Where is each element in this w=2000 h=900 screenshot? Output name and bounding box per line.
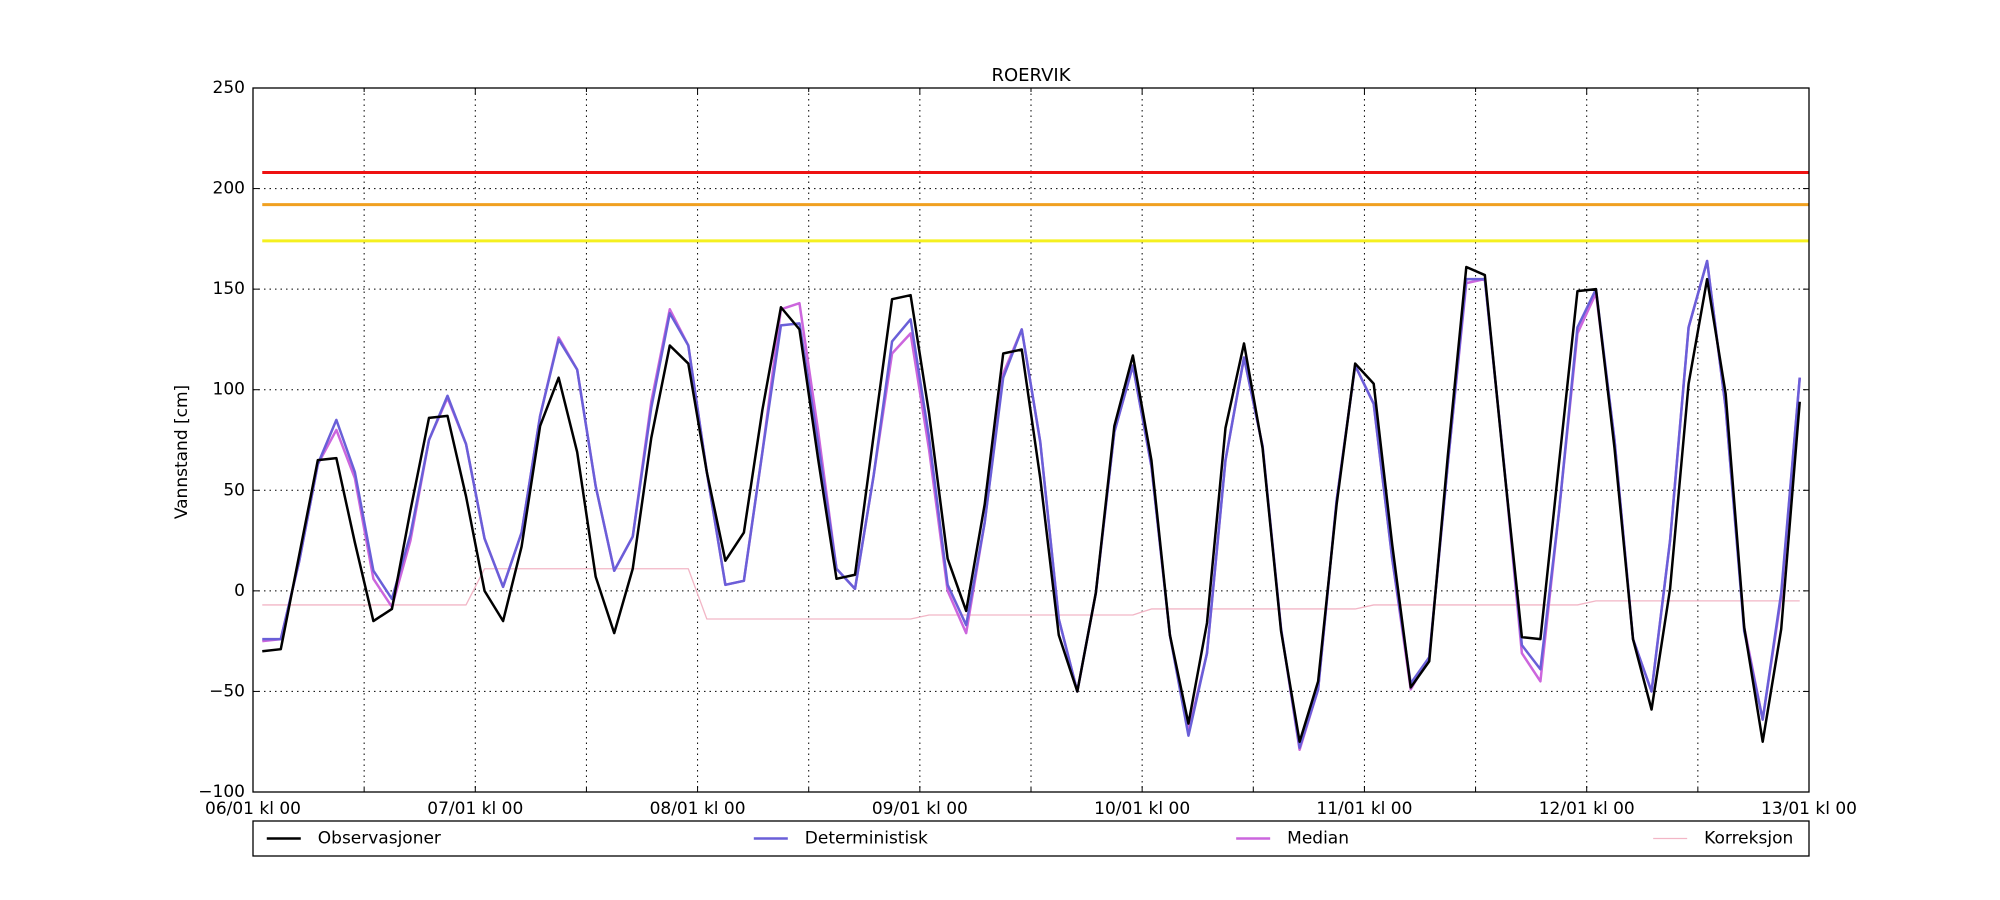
series-line (262, 259, 1801, 749)
y-tick-label: 50 (223, 480, 245, 500)
legend-box (252, 820, 1810, 857)
chart-title: ROERVIK (992, 65, 1072, 86)
series-line (262, 265, 1801, 743)
y-tick-label: 0 (234, 581, 245, 601)
legend-label: Median (1287, 829, 1349, 849)
x-tick-label: 09/01 kl 00 (872, 799, 968, 819)
y-tick-label: −50 (209, 681, 245, 701)
legend-label: Observasjoner (318, 829, 441, 849)
y-tick-label: −100 (198, 782, 245, 802)
series-line (262, 259, 1801, 752)
legend-label: Deterministisk (805, 829, 928, 849)
x-tick-label: 08/01 kl 00 (650, 799, 746, 819)
legend-label: Korreksjon (1704, 829, 1793, 849)
plot-frame (252, 87, 1810, 793)
x-tick-label: 10/01 kl 00 (1094, 799, 1190, 819)
y-axis-label: Vannstand [cm] (172, 385, 192, 519)
y-tick-label: 250 (213, 78, 245, 98)
x-tick-label: 11/01 kl 00 (1316, 799, 1412, 819)
y-tick-label: 150 (213, 279, 245, 299)
x-tick-label: 06/01 kl 00 (205, 799, 301, 819)
y-tick-label: 100 (213, 380, 245, 400)
x-tick-label: 13/01 kl 00 (1761, 799, 1857, 819)
x-tick-label: 07/01 kl 00 (427, 799, 523, 819)
y-tick-label: 200 (213, 179, 245, 199)
x-tick-label: 12/01 kl 00 (1539, 799, 1635, 819)
